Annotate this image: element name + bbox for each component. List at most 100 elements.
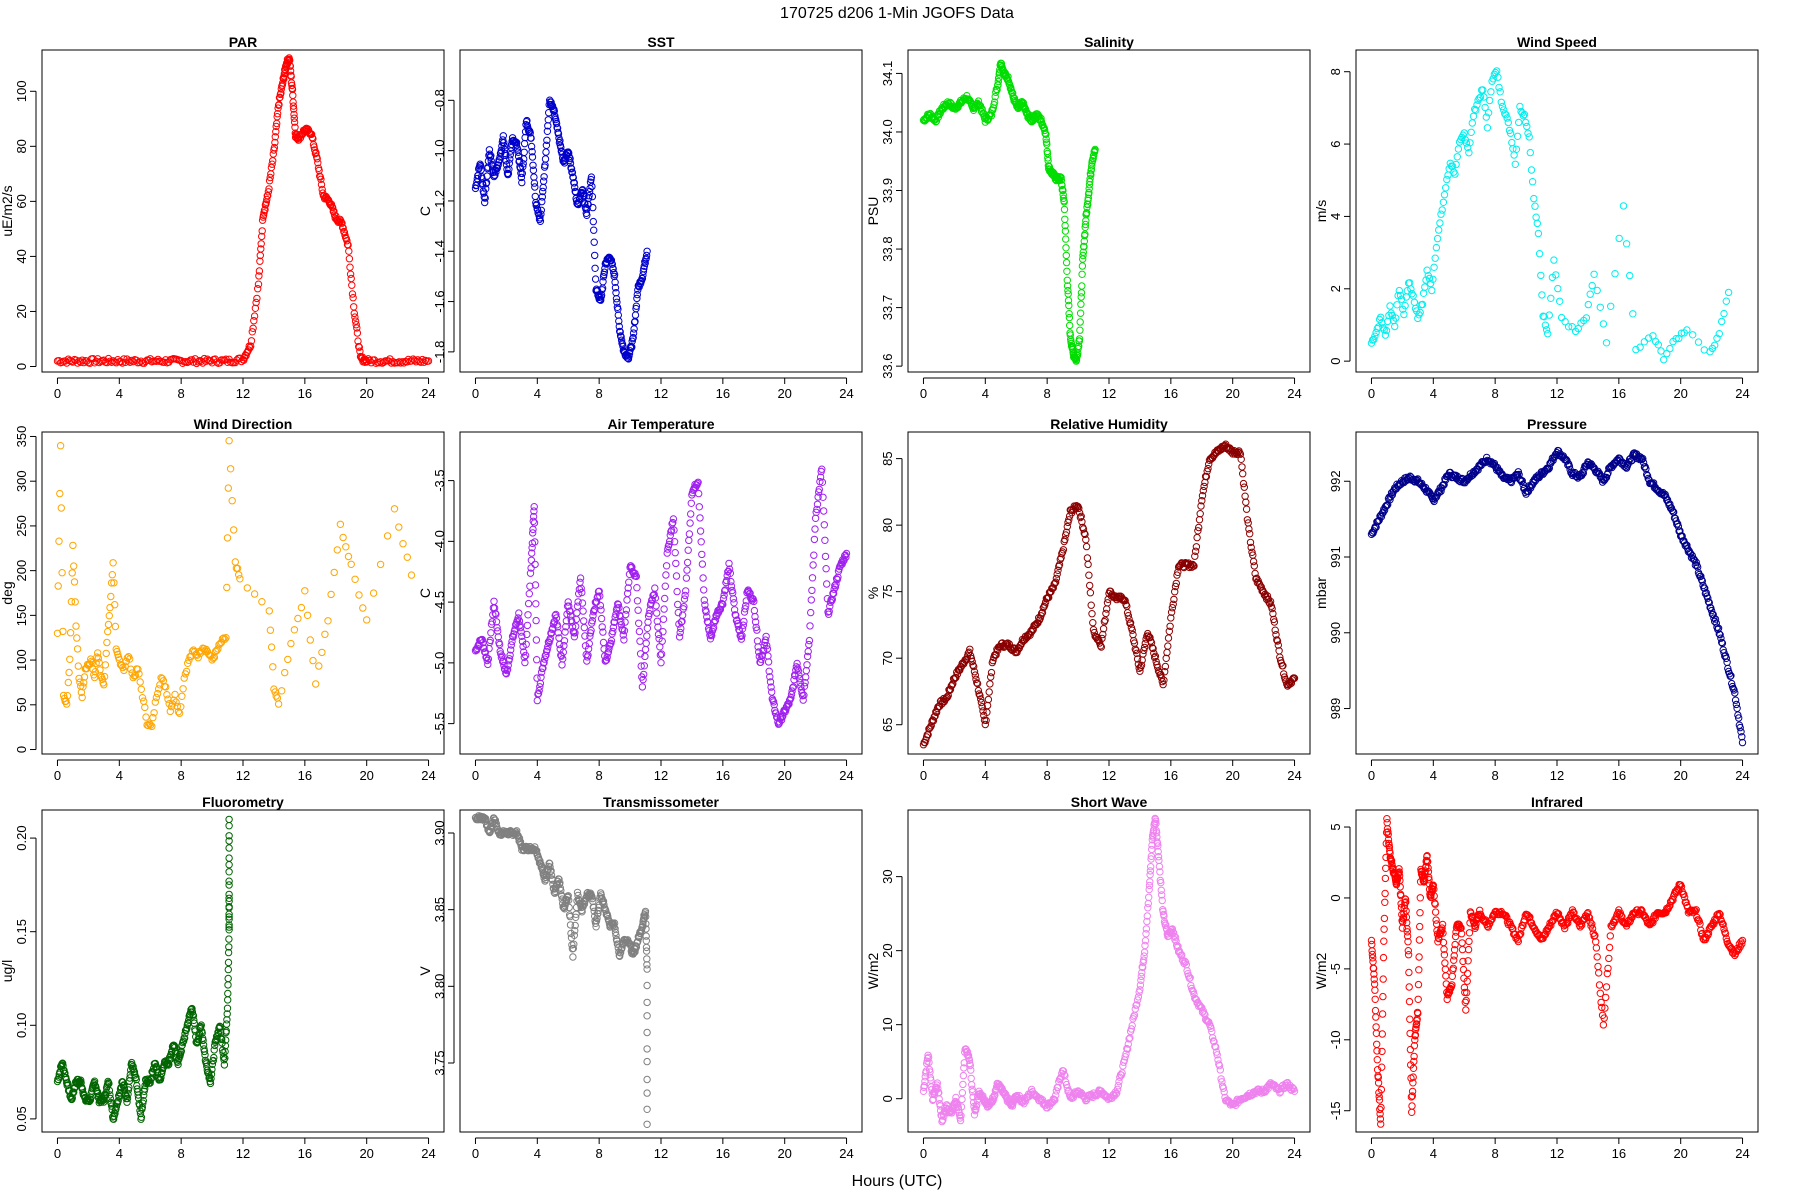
data-point bbox=[498, 652, 506, 660]
data-point bbox=[1059, 186, 1067, 195]
data-point bbox=[70, 1088, 78, 1096]
data-point bbox=[762, 632, 770, 641]
data-point bbox=[317, 175, 325, 184]
data-point bbox=[659, 615, 668, 623]
data-point bbox=[1692, 558, 1700, 566]
y-tick-label: 34.1 bbox=[880, 61, 895, 86]
data-point bbox=[1425, 274, 1434, 283]
data-point bbox=[753, 637, 762, 645]
data-point bbox=[629, 333, 637, 342]
data-point bbox=[264, 192, 272, 200]
x-tick-label: 4 bbox=[116, 768, 123, 783]
y-tick-label: -5 bbox=[1328, 963, 1343, 975]
data-point bbox=[624, 355, 633, 363]
data-point bbox=[1451, 170, 1459, 178]
data-points bbox=[919, 440, 1299, 749]
data-point bbox=[627, 564, 635, 572]
data-point bbox=[278, 687, 286, 695]
data-point bbox=[1540, 313, 1548, 321]
y-axis-label: ug/l bbox=[0, 960, 15, 983]
x-tick-label: 8 bbox=[178, 386, 185, 401]
data-point bbox=[622, 606, 631, 614]
data-point bbox=[956, 666, 964, 674]
data-point bbox=[528, 148, 536, 156]
x-tick-label: 20 bbox=[1673, 386, 1687, 401]
data-point bbox=[1169, 929, 1178, 937]
x-tick-label: 8 bbox=[1492, 768, 1499, 783]
data-point bbox=[1075, 335, 1084, 343]
data-point bbox=[1161, 668, 1169, 676]
data-point bbox=[1523, 122, 1531, 131]
data-point bbox=[398, 358, 406, 366]
data-point bbox=[618, 944, 626, 952]
x-tick-label: 8 bbox=[596, 1146, 603, 1161]
data-point bbox=[1089, 626, 1098, 634]
data-point bbox=[1373, 1056, 1382, 1064]
data-point bbox=[329, 203, 337, 212]
data-point bbox=[1534, 229, 1543, 238]
data-point bbox=[1393, 301, 1401, 309]
data-point bbox=[1379, 975, 1387, 983]
data-point bbox=[1377, 313, 1385, 321]
data-point bbox=[1380, 506, 1389, 514]
figure-x-axis-label: Hours (UTC) bbox=[852, 1173, 943, 1190]
data-point bbox=[973, 679, 982, 688]
data-point bbox=[623, 351, 632, 359]
data-point bbox=[1213, 1051, 1221, 1059]
data-point bbox=[225, 943, 233, 951]
data-point bbox=[68, 569, 76, 577]
data-point bbox=[254, 280, 263, 288]
data-point bbox=[314, 159, 322, 167]
data-point bbox=[1383, 819, 1391, 827]
data-point bbox=[970, 662, 978, 671]
data-point bbox=[569, 953, 577, 961]
data-point bbox=[1512, 145, 1521, 154]
data-point bbox=[1113, 1089, 1121, 1098]
data-point bbox=[1400, 310, 1408, 319]
data-point bbox=[1096, 642, 1105, 650]
data-point bbox=[615, 604, 623, 612]
data-point bbox=[175, 709, 184, 717]
data-point bbox=[1518, 477, 1526, 485]
data-point bbox=[703, 613, 711, 621]
data-point bbox=[135, 670, 143, 678]
data-point bbox=[222, 1036, 230, 1044]
data-point bbox=[1414, 475, 1422, 483]
data-point bbox=[1694, 563, 1702, 571]
data-point bbox=[1379, 953, 1388, 962]
data-point bbox=[1064, 286, 1072, 295]
data-point bbox=[536, 217, 545, 226]
data-point bbox=[1164, 642, 1172, 650]
data-point bbox=[185, 656, 193, 664]
data-point bbox=[258, 598, 266, 606]
data-point bbox=[500, 142, 508, 150]
x-tick-label: 20 bbox=[1225, 1146, 1239, 1161]
data-point bbox=[601, 657, 609, 665]
data-point bbox=[421, 356, 430, 365]
data-point bbox=[972, 1105, 980, 1113]
data-point bbox=[643, 1045, 651, 1053]
data-point bbox=[120, 666, 128, 675]
data-point bbox=[1171, 588, 1179, 596]
data-point bbox=[105, 1079, 113, 1088]
data-point bbox=[642, 920, 650, 928]
data-point bbox=[1713, 334, 1721, 342]
data-point bbox=[604, 912, 612, 920]
data-point bbox=[1718, 317, 1726, 326]
data-point bbox=[800, 691, 808, 699]
data-point bbox=[1042, 135, 1050, 143]
x-tick-label: 0 bbox=[1368, 386, 1375, 401]
data-point bbox=[701, 601, 709, 609]
data-point bbox=[586, 178, 595, 186]
data-point bbox=[265, 177, 274, 185]
data-point bbox=[820, 521, 828, 529]
data-point bbox=[1154, 663, 1162, 672]
data-point bbox=[1041, 126, 1049, 135]
data-point bbox=[225, 868, 233, 876]
data-point bbox=[114, 1097, 122, 1105]
x-tick-label: 8 bbox=[178, 768, 185, 783]
data-point bbox=[993, 86, 1001, 94]
panel-title: Fluorometry bbox=[202, 794, 284, 810]
panel-title: Infrared bbox=[1531, 794, 1583, 810]
